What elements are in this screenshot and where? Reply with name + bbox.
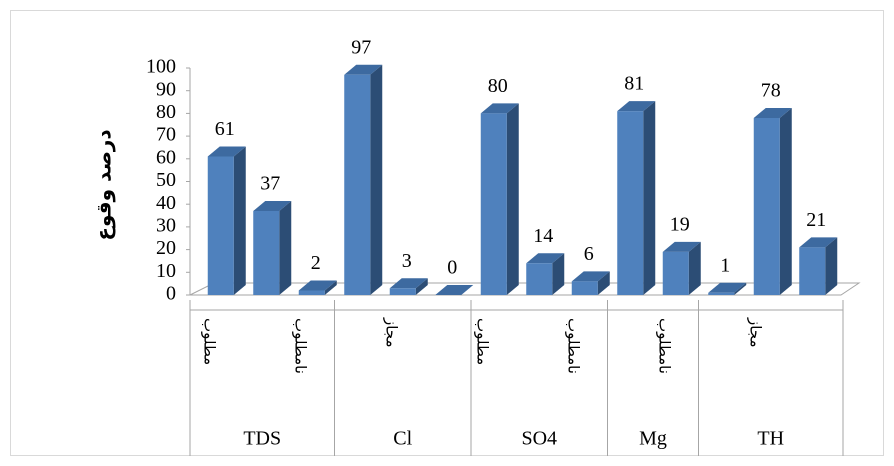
bar-side [779,107,792,295]
bar [526,253,565,295]
bar-front [708,292,735,295]
bar-top [435,285,474,295]
bar-front [526,263,553,295]
bar-top [526,253,565,264]
value-label: 14 [533,225,553,247]
bar [207,146,246,295]
group-label: Mg [639,428,667,450]
bar [617,101,656,295]
bar-side [415,278,428,295]
sub-category-label: مجاز [746,317,764,348]
bar [389,278,428,295]
bar-side [506,103,519,296]
y-tick-label: 60 [156,146,176,168]
bar-front [389,288,416,295]
chart-border [10,10,884,456]
bar-side [688,241,701,295]
value-label: 3 [402,250,412,272]
value-label: 21 [806,209,826,231]
sub-category-label: نامطلوب [291,318,309,374]
y-tick-label: 0 [166,283,176,305]
value-label: 81 [624,73,644,95]
bar-front [480,113,507,296]
group-label: TDS [243,428,281,450]
value-label: 1 [720,254,730,276]
bar-top [708,282,747,293]
value-label: 61 [215,118,235,140]
y-tick-label: 50 [156,169,176,191]
bar [662,241,701,295]
value-label: 78 [761,80,781,102]
bar-top [617,101,656,112]
y-tick-label: 80 [156,101,176,123]
bar [253,201,292,295]
sub-category-label: نامطلوب [564,318,582,374]
bar-front [207,156,234,295]
bar [480,103,519,296]
sub-category-label: نامطلوب [655,318,673,374]
bar-front [344,74,371,295]
bar-side [370,64,383,295]
y-tick-label: 100 [146,56,176,78]
bar [298,280,337,295]
y-tick-label: 30 [156,214,176,236]
bar [344,64,383,295]
sub-category-label: مطلوب [473,318,491,365]
y-tick-label: 20 [156,237,176,259]
y-tick-label: 90 [156,78,176,100]
bar-front [253,211,280,295]
bar-side [643,101,656,295]
bar [753,107,792,295]
y-tick-label: 70 [156,124,176,146]
group-label: SO4 [521,428,557,450]
value-label: 19 [670,213,690,235]
value-label: 6 [584,243,594,265]
value-label: 80 [488,75,508,97]
bar-top [298,280,337,291]
group-label: TH [757,428,784,450]
sub-category-label: مجاز [382,317,400,348]
bar-top [480,103,519,114]
bar-side [597,271,610,295]
value-label: 2 [311,252,321,274]
bar-side [233,146,246,295]
bar-front [617,111,644,295]
bar [571,271,610,295]
bar-side [324,280,337,295]
bar-side [734,282,747,295]
bar-top [207,146,246,157]
y-axis-title: درصد وقوع [92,129,116,240]
group-label: Cl [393,428,412,450]
y-tick-label: 10 [156,260,176,282]
bar-top [571,271,610,282]
bar-front [571,281,598,295]
bar-side [279,201,292,295]
value-label: 37 [260,173,280,195]
bar-side [825,237,838,295]
bar [799,237,838,295]
bar-top [389,278,428,289]
bar-side [552,253,565,295]
bar-top [253,201,292,212]
bar-top [344,64,383,75]
bar-top [753,107,792,118]
bar-front [298,290,325,295]
bar-top [662,241,701,252]
value-label: 97 [351,36,371,58]
bar-front [753,117,780,295]
sub-category-label: مطلوب [200,318,218,365]
y-tick-label: 40 [156,192,176,214]
bar-top [799,237,838,248]
bar [708,282,747,295]
bar-front [799,247,826,295]
value-label: 0 [447,257,457,279]
bar [435,285,474,295]
bar-front [662,251,689,295]
